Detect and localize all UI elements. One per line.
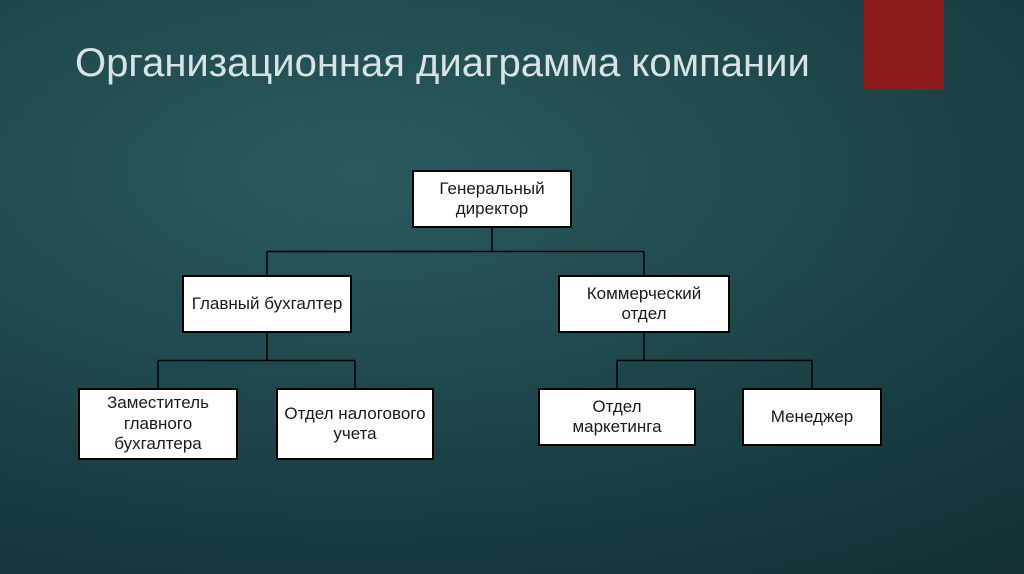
org-node-marketing: Отдел маркетинга [538,388,696,446]
org-node-manager: Менеджер [742,388,882,446]
slide-title: Организационная диаграмма компании [75,40,810,86]
org-node-tax: Отдел налогового учета [276,388,434,460]
org-node-deputy: Заместитель главного бухгалтера [78,388,238,460]
org-node-chief_acc: Главный бухгалтер [182,275,352,333]
org-node-ceo: Генеральный директор [412,170,572,228]
org-node-commercial: Коммерческий отдел [558,275,730,333]
org-chart: Генеральный директор Главный бухгалтер Ком… [0,160,1024,520]
accent-bar [864,0,944,90]
